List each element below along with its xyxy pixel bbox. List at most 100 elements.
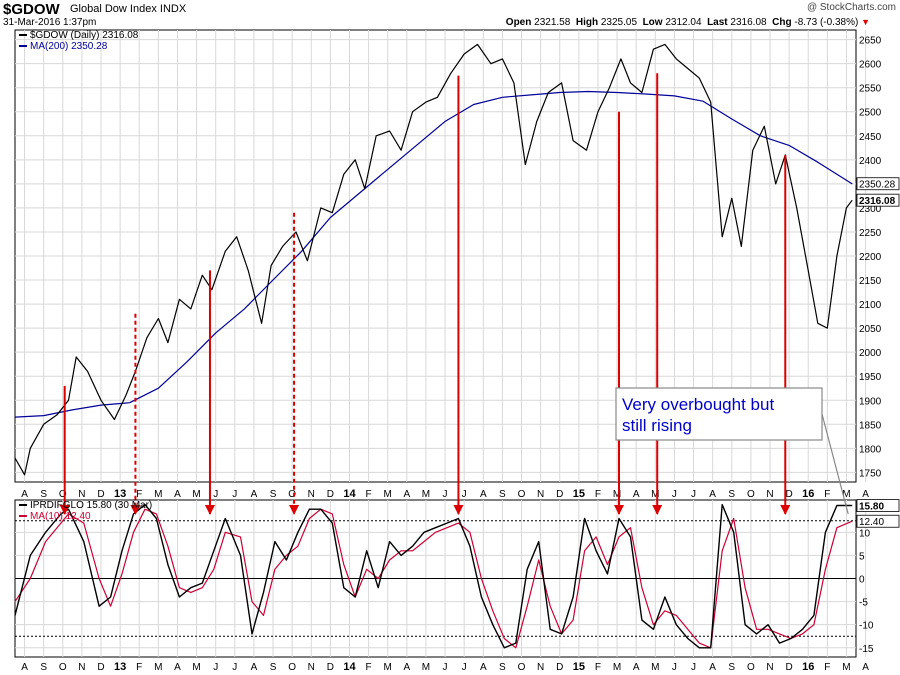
annotation-text-2: still rising [622,416,692,435]
x-axis-bottom-label: M [651,662,659,673]
ma200-line [14,90,853,418]
x-axis-bottom-label: M [613,662,621,673]
x-axis-top-label: 13 [114,488,126,500]
x-axis-bottom-label: J [462,662,467,673]
x-axis-top-label: 16 [802,488,814,500]
x-axis-top-label: J [213,489,218,500]
x-axis-bottom-label: D [556,662,563,673]
x-axis-top-label: N [308,489,315,500]
price-value-label-2: 2316.08 [859,196,896,207]
x-axis-top-label: O [59,489,67,500]
osc-tick-label: 10 [859,528,871,539]
price-legend-label: $GDOW (Daily) 2316.08 [30,30,139,41]
x-axis-bottom-label: A [251,662,258,673]
price-tick-label: 2300 [859,204,882,215]
osc-legend-label: MA(10) 12.40 [30,511,91,522]
x-axis-top-label: M [422,489,430,500]
x-axis-top-label: D [785,489,792,500]
x-axis-bottom-label: F [136,662,142,673]
timestamp: 31-Mar-2016 1:37pm [3,17,97,28]
price-tick-label: 2250 [859,228,882,239]
index-title: Global Dow Index [70,3,157,15]
x-axis-top-label: A [862,489,869,500]
last-label: Last [707,17,728,28]
price-tick-label: 1900 [859,396,882,407]
osc-tick-label: -10 [859,621,874,632]
x-axis-top-label: F [136,489,142,500]
osc-tick-label: -15 [859,644,874,655]
price-tick-label: 2550 [859,84,882,95]
osc-tick-label: -5 [859,598,868,609]
price-tick-label: 2600 [859,60,882,71]
osc-legend-label: IPRDIFGLO 15.80 (30 Mar) [30,500,152,511]
x-axis-bottom-label: O [747,662,755,673]
index-name: Global Dow Index INDX [70,3,186,15]
x-axis-top-label: M [842,489,850,500]
x-axis-bottom-label: M [192,662,200,673]
osc-line [14,503,853,649]
x-axis-bottom-label: A [403,662,410,673]
symbol: $GDOW [3,1,60,18]
x-axis-bottom-label: F [366,662,372,673]
price-value-label-1: 2350.28 [859,180,896,191]
x-axis-bottom-label: 13 [114,661,126,673]
open-label: Open [505,17,532,28]
open-value: 2321.58 [534,17,571,28]
price-tick-label: 1800 [859,444,882,455]
x-axis-top-label: N [78,489,85,500]
x-axis-top-label: O [747,489,755,500]
x-axis-bottom-label: O [518,662,526,673]
x-axis-top-label: J [232,489,237,500]
x-axis-top-label: J [443,489,448,500]
x-axis-top-label: A [174,489,181,500]
price-tick-label: 2450 [859,132,882,143]
price-tick-label: 2100 [859,300,882,311]
price-value-label-1-box [856,177,900,191]
stockcharts-logo[interactable]: @ StockCharts.com [806,2,896,13]
x-axis-bottom-label: F [824,662,830,673]
x-axis-bottom-label: S [40,662,47,673]
x-axis-top-label: A [709,489,716,500]
x-axis-bottom-label: 15 [573,661,585,673]
x-axis-top-label: S [499,489,506,500]
x-axis-top-label: M [384,489,392,500]
x-axis-bottom-label: J [232,662,237,673]
x-axis-top-label: O [518,489,526,500]
x-axis-top-label: S [40,489,47,500]
x-axis-bottom-label: S [270,662,277,673]
x-axis-bottom-label: A [633,662,640,673]
x-axis-top-label: M [613,489,621,500]
x-axis-bottom-label: O [288,662,296,673]
x-axis-top-label: D [97,489,104,500]
x-axis-bottom-label: S [499,662,506,673]
price-tick-label: 2150 [859,276,882,287]
x-axis-top-label: A [633,489,640,500]
x-axis-bottom-label: M [154,662,162,673]
price-tick-label: 1850 [859,420,882,431]
price-tick-label: 1950 [859,372,882,383]
osc-value-label-2-box [856,514,900,528]
x-axis-bottom-label: A [480,662,487,673]
x-axis-bottom-label: M [422,662,430,673]
x-axis-top-label: A [403,489,410,500]
annotation-pointer [821,413,849,515]
x-axis-bottom-label: M [384,662,392,673]
price-tick-label: 2000 [859,348,882,359]
chart-header: $GDOW Global Dow Index INDX 31-Mar-2016 … [0,0,900,30]
x-axis-top-label: S [270,489,277,500]
x-axis-top-label: A [480,489,487,500]
exchange: INDX [159,3,187,15]
x-axis-top-label: S [728,489,735,500]
osc-value-label-1: 15.80 [859,502,884,513]
x-axis-bottom-label: N [308,662,315,673]
osc-tick-label: 5 [859,551,865,562]
last-value: 2316.08 [730,17,767,28]
price-tick-label: 1750 [859,468,882,479]
x-axis-bottom-label: D [785,662,792,673]
x-axis-top-label: A [251,489,258,500]
x-axis-top-label: J [462,489,467,500]
down-triangle-icon: ▼ [861,17,870,27]
x-axis-bottom-label: J [691,662,696,673]
x-axis-top-label: N [766,489,773,500]
